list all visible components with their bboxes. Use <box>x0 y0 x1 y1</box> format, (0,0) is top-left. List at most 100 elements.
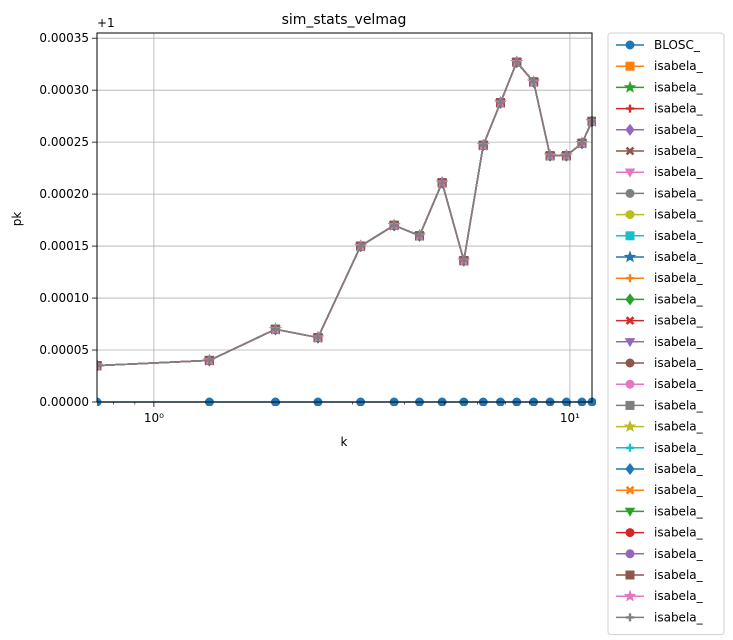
legend-item: isabela_ <box>616 462 704 476</box>
legend-label: isabela_ <box>654 80 704 94</box>
legend-item: isabela_ <box>616 59 704 73</box>
legend-marker <box>626 613 634 622</box>
legend-marker <box>625 570 635 580</box>
legend-marker <box>625 528 635 538</box>
legend-item: isabela_ <box>616 314 704 328</box>
y-tick-label: 0.00025 <box>39 135 89 149</box>
data-point <box>390 221 399 230</box>
plot-frame <box>96 32 593 403</box>
legend-marker <box>626 104 634 113</box>
legend-marker <box>625 188 635 198</box>
legend-item: isabela_ <box>616 547 704 561</box>
legend-label: isabela_ <box>654 229 704 243</box>
data-point <box>479 141 488 150</box>
legend-marker <box>623 250 637 263</box>
legend-marker <box>625 61 635 71</box>
x-tick-label: 10¹ <box>560 411 580 425</box>
y-tick-label: 0.00015 <box>39 239 89 253</box>
legend-marker <box>625 123 635 136</box>
legend-label: isabela_ <box>654 314 704 328</box>
legend-item: isabela_ <box>616 568 704 582</box>
legend-item: isabela_ <box>616 420 704 434</box>
legend-label: isabela_ <box>654 144 704 158</box>
legend-label: isabela_ <box>654 186 704 200</box>
legend-label: isabela_ <box>654 292 704 306</box>
data-point <box>415 231 424 240</box>
legend: BLOSC_isabela_isabela_isabela_isabela_is… <box>607 32 725 636</box>
data-point <box>271 325 280 334</box>
legend-item: BLOSC_ <box>616 38 701 52</box>
legend-marker <box>623 419 637 432</box>
legend-marker <box>624 338 636 348</box>
legend-label: isabela_ <box>654 610 704 624</box>
data-point <box>313 333 322 342</box>
legend-label: isabela_ <box>654 398 704 412</box>
y-tick-label: 0.00005 <box>39 343 89 357</box>
legend-item: isabela_ <box>616 504 704 518</box>
data-point <box>356 242 365 251</box>
legend-item: isabela_ <box>616 208 704 222</box>
y-offset-label: +1 <box>97 16 115 30</box>
legend-marker <box>623 80 637 93</box>
legend-item: isabela_ <box>616 377 704 391</box>
y-tick-label: 0.00010 <box>39 291 89 305</box>
legend-item: isabela_ <box>616 186 704 200</box>
legend-marker <box>626 443 634 452</box>
legend-label: isabela_ <box>654 123 704 137</box>
legend-marker <box>625 379 635 389</box>
legend-label: isabela_ <box>654 165 704 179</box>
data-point <box>459 256 468 265</box>
legend-item: isabela_ <box>616 102 704 116</box>
legend-item: isabela_ <box>616 335 704 349</box>
data-point <box>205 356 214 365</box>
legend-item: isabela_ <box>616 271 704 285</box>
legend-marker <box>623 589 637 602</box>
legend-item: isabela_ <box>616 610 704 624</box>
legend-label: isabela_ <box>654 420 704 434</box>
y-tick-label: 0.00035 <box>39 31 89 45</box>
y-tick-label: 0.00020 <box>39 187 89 201</box>
chart-title: sim_stats_velmag <box>282 12 407 28</box>
legend-frame <box>607 32 725 636</box>
legend-label: isabela_ <box>654 483 704 497</box>
legend-item: isabela_ <box>616 144 704 158</box>
legend-marker <box>625 462 635 476</box>
legend-marker <box>625 210 635 220</box>
data-point <box>529 77 538 86</box>
legend-marker <box>624 168 636 178</box>
legend-item: isabela_ <box>616 229 704 243</box>
legend-marker <box>625 549 635 559</box>
ticks-layer: 10⁰ 10¹ 0.00000 0.00005 0.00010 0.00015 0.0002… <box>39 31 580 425</box>
legend-label: isabela_ <box>654 377 704 391</box>
legend-item: isabela_ <box>616 123 704 137</box>
legend-marker <box>626 274 634 283</box>
legend-marker <box>625 231 635 241</box>
legend-item: isabela_ <box>616 589 704 603</box>
legend-label: isabela_ <box>654 441 704 455</box>
legend-label: isabela_ <box>654 250 704 264</box>
data-point <box>577 139 586 148</box>
legend-marker <box>625 293 635 306</box>
legend-marker <box>625 485 635 495</box>
legend-item: isabela_ <box>616 165 704 179</box>
legend-label: isabela_ <box>654 504 704 518</box>
legend-label: isabela_ <box>654 568 704 582</box>
legend-label: isabela_ <box>654 271 704 285</box>
legend-label: isabela_ <box>654 526 704 540</box>
y-tick-label: 0.00030 <box>39 83 89 97</box>
x-axis-label: k <box>341 435 348 449</box>
legend-label: isabela_ <box>654 462 704 476</box>
legend-label: isabela_ <box>654 547 704 561</box>
legend-item: isabela_ <box>616 526 704 540</box>
legend-marker <box>625 40 635 50</box>
legend-label: isabela_ <box>654 356 704 370</box>
legend-label: isabela_ <box>654 208 704 222</box>
data-point <box>438 178 447 187</box>
legend-marker <box>625 358 635 368</box>
legend-label: isabela_ <box>654 59 704 73</box>
legend-marker <box>625 316 635 325</box>
legend-item: isabela_ <box>616 398 704 412</box>
series-27 <box>97 58 596 370</box>
